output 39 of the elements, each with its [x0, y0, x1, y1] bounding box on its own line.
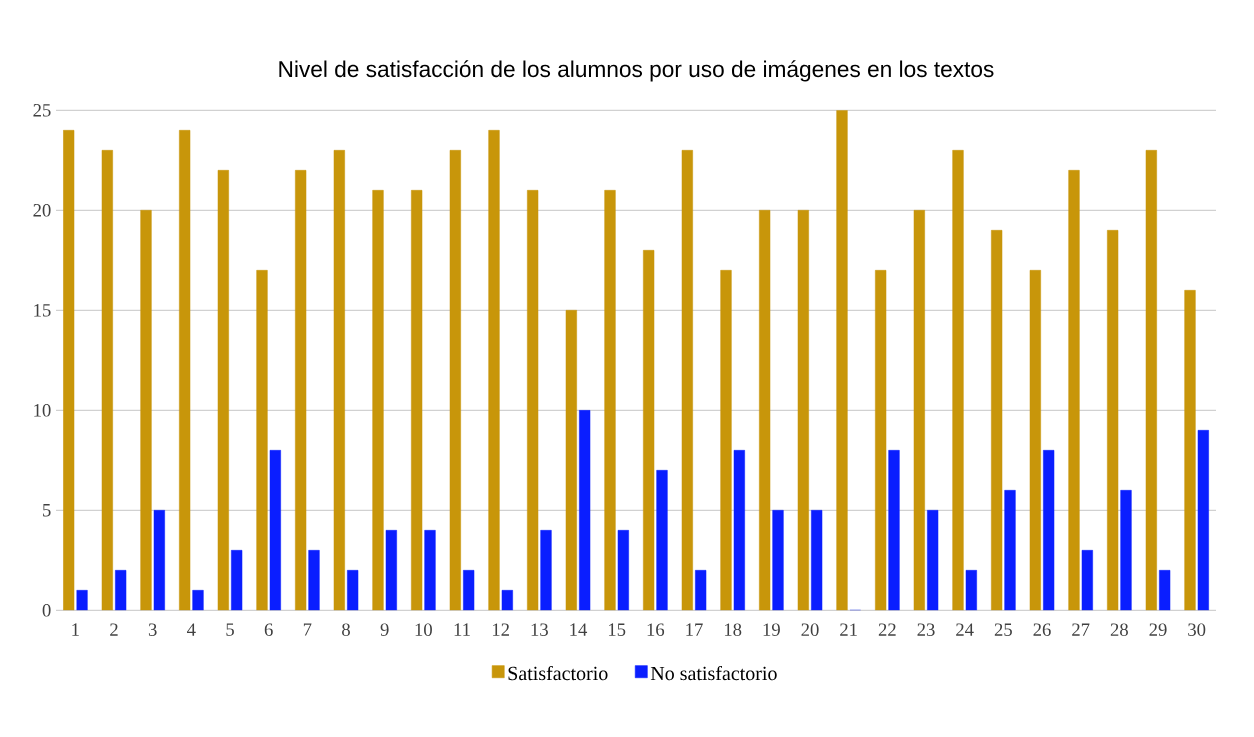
x-tick-label: 1 [72, 623, 79, 636]
x-tick-label: 25 [994, 623, 1012, 636]
x-tick-label: 15 [608, 623, 626, 636]
x-tick-label: 17 [686, 623, 703, 636]
y-tick-label: 25 [33, 104, 51, 117]
x-tick-label: 20 [801, 623, 819, 636]
legend-label: Satisfactorio [508, 665, 608, 681]
x-tick-label: 2 [110, 623, 118, 636]
x-tick-label: 30 [1188, 623, 1206, 636]
x-tick-label: 12 [492, 623, 509, 636]
x-tick-label: 13 [531, 623, 548, 636]
x-tick-label: 16 [647, 623, 665, 636]
x-tick-label: 9 [380, 623, 389, 636]
x-tick-label: 26 [1033, 623, 1051, 636]
x-tick-label: 6 [264, 623, 273, 636]
x-tick-label: 14 [570, 623, 588, 636]
x-tick-label: 19 [763, 623, 780, 636]
x-tick-label: 7 [303, 623, 312, 636]
x-tick-label: 10 [415, 623, 432, 636]
y-tick-label: 15 [34, 304, 51, 317]
x-tick-label: 3 [148, 623, 157, 636]
y-tick-label: 5 [43, 504, 51, 517]
x-tick-label: 23 [917, 623, 935, 636]
x-tick-label: 21 [840, 623, 857, 636]
legend-label: No satisfactorio [650, 665, 777, 681]
x-tick-label: 27 [1072, 623, 1090, 636]
x-tick-label: 4 [187, 623, 196, 636]
chart-title: Nivel de satisfacción de los alumnos por uso de imágenes en los textos [279, 60, 994, 82]
x-tick-label: 11 [454, 623, 470, 636]
x-tick-label: 22 [878, 623, 896, 636]
x-tick-label: 24 [956, 623, 974, 636]
x-tick-label: 28 [1110, 623, 1128, 636]
y-tick-label: 0 [42, 604, 51, 617]
y-tick-label: 20 [33, 204, 51, 217]
x-tick-label: 8 [342, 623, 350, 636]
x-tick-label: 5 [226, 623, 234, 636]
x-tick-label: 18 [724, 623, 742, 636]
x-tick-label: 29 [1149, 623, 1167, 636]
y-tick-label: 10 [34, 404, 51, 417]
